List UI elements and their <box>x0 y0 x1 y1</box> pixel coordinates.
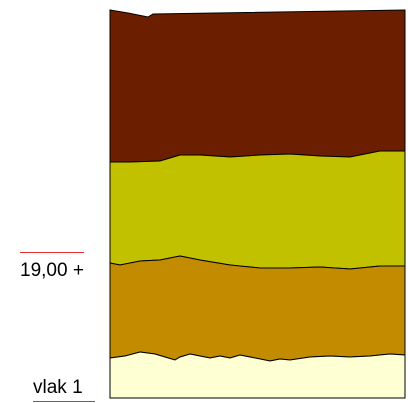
section-underline <box>33 401 95 402</box>
elevation-marker-line <box>20 252 84 253</box>
bottom-layer <box>109 351 406 399</box>
elevation-label: 19,00 + <box>20 260 84 281</box>
top-layer <box>109 9 406 163</box>
third-layer <box>109 255 406 362</box>
second-layer <box>109 150 406 270</box>
section-label: vlak 1 <box>33 377 83 398</box>
